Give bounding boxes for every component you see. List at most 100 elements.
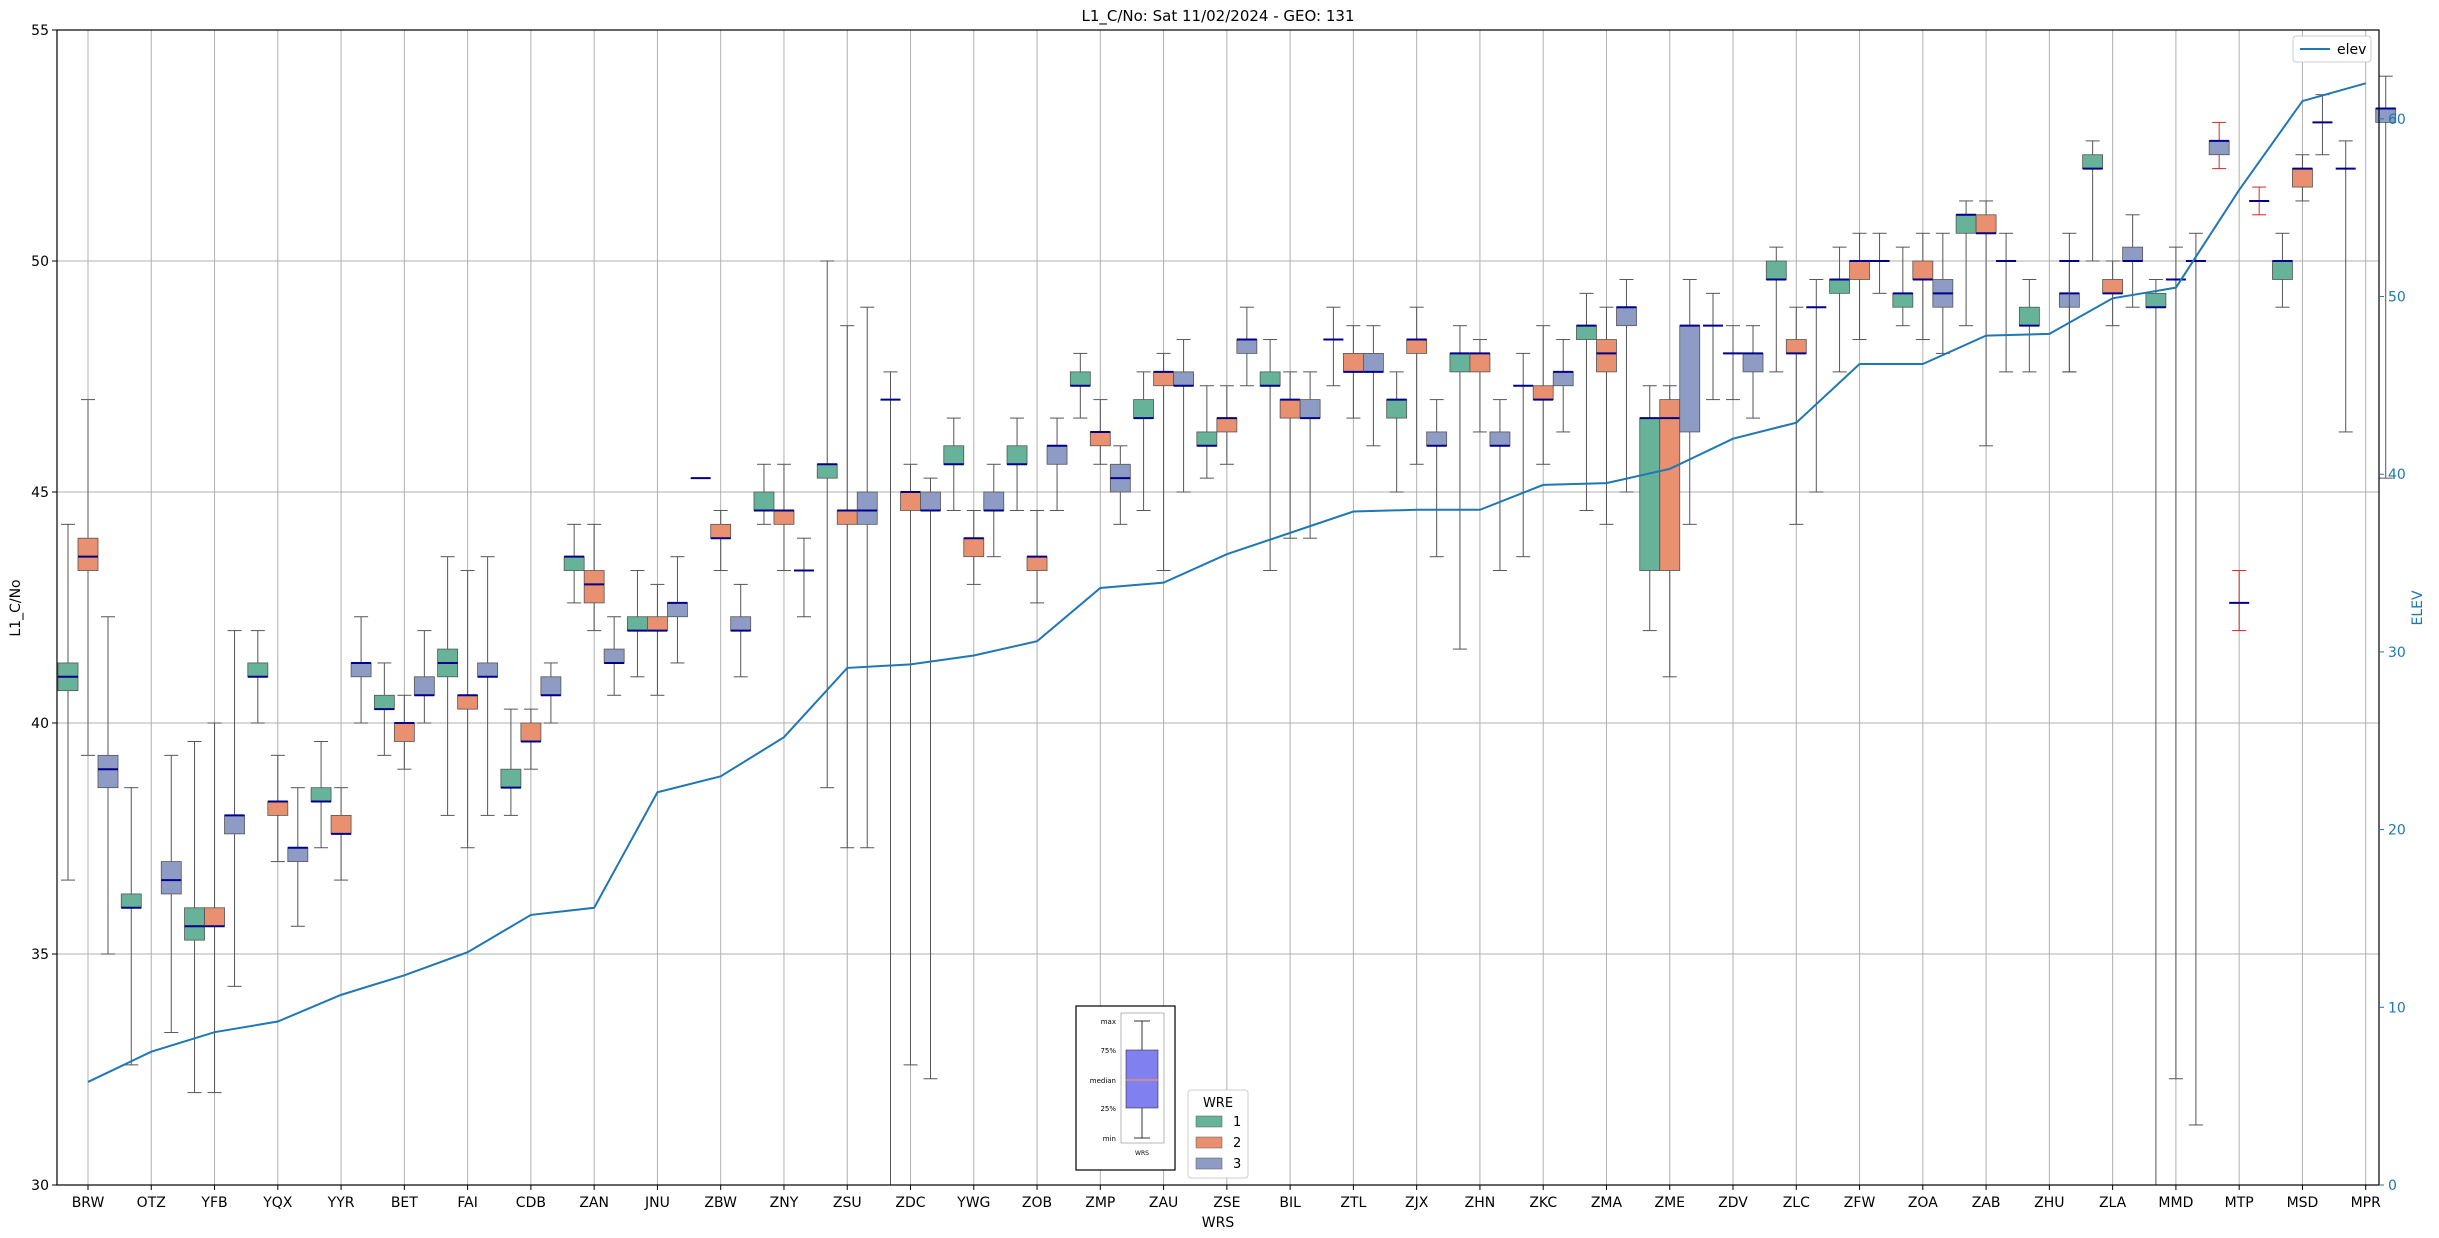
wre-legend-label-2: 2 [1233,1136,1241,1151]
box-iqr [1785,339,1807,354]
box-iqr [393,722,415,742]
y2-tick-label: 50 [2388,290,2406,306]
box-iqr [1765,260,1787,280]
box-iqr [373,694,395,710]
wre-legend-swatch-1 [1195,1115,1223,1128]
box-iqr [1236,339,1258,354]
x-tick-label: BET [391,1195,418,1211]
x-tick-label: MSD [2287,1195,2319,1211]
box-key-box [1125,1049,1159,1109]
box-iqr [856,491,878,525]
box-iqr [477,662,499,678]
box-iqr [1892,292,1914,308]
elev-line [87,82,2366,1083]
x-tick-label: ZBW [704,1195,737,1211]
box-iqr [1829,279,1850,294]
x-tick-label: ZAU [1149,1195,1178,1211]
box-iqr [267,801,289,816]
box-iqr [836,510,858,525]
box-iqr [1342,352,1364,373]
x-axis-label: WRS [1202,1215,1235,1231]
box-iqr [1532,385,1554,400]
x-tick-label: ZAN [579,1195,609,1211]
box-iqr [1955,214,1977,234]
y2-tick-label: 40 [2388,467,2406,483]
box-key-label-max: max [1101,1018,1116,1026]
x-tick-label: ZSU [833,1195,862,1211]
x-axis: BRW OTZ YFB YQX YYR BET FAI CDB ZAN JNU ZBW ZNY ZSU Z… [72,1185,2381,1211]
x-tick-label: MTP [2225,1195,2254,1211]
x-tick-label: FAI [457,1195,477,1211]
x-tick-label: YFB [200,1195,227,1211]
box-iqr [583,570,605,604]
y-tick-label: 35 [31,947,49,963]
box-key-label-75: 75% [1100,1047,1116,1055]
box-iqr [1576,325,1597,340]
box-iqr [310,787,332,802]
x-tick-label: ZMP [1085,1195,1115,1211]
plot-frame [56,29,2380,1186]
box-iqr [2018,306,2040,327]
box-iqr [563,556,585,571]
box-iqr [627,616,648,631]
box-iqr [1299,399,1321,419]
box-iqr [1489,431,1511,447]
box-iqr [224,815,245,835]
x-tick-label: ZOB [1022,1195,1052,1211]
x-tick-label: MPR [2351,1195,2382,1211]
x-tick-label: ZHU [2034,1195,2064,1211]
x-tick-label: MMD [2158,1195,2193,1211]
y2-axis-label: ELEV [2410,590,2426,625]
x-tick-label: YWG [956,1195,990,1211]
box-iqr [1426,431,1448,447]
wre-legend: WRE 1 2 3 [1187,1089,1249,1179]
y-tick-label: 55 [31,23,49,39]
box-iqr [500,768,522,789]
box-iqr [2082,154,2104,170]
box-iqr [1279,399,1301,419]
box-iqr [1639,417,1661,571]
x-tick-label: OTZ [137,1195,166,1211]
box-iqr [647,616,668,631]
y2-tick-label: 30 [2388,645,2406,661]
box-key-inset: max 75% median 25% min WRS [1075,1005,1176,1171]
box-iqr [1849,260,1870,280]
box-key-label-25: 25% [1100,1105,1116,1113]
box-iqr [900,491,921,511]
box-iqr [983,491,1005,511]
box-key-label-wrs: WRS [1135,1150,1149,1157]
box-iqr [1659,399,1681,571]
box-iqr [77,537,99,571]
box-iqr [1362,352,1384,373]
y-axis-left: 30 35 40 45 50 55 [31,23,57,1194]
box-iqr [2292,168,2313,188]
chart-title: L1_C/No: Sat 11/02/2024 - GEO: 131 [1081,7,1354,26]
wre-legend-label-1: 1 [1233,1115,1241,1130]
box-iqr [1449,352,1471,373]
box-iqr [1596,339,1617,373]
x-tick-label: ZJX [1405,1195,1429,1211]
x-tick-label: ZME [1654,1195,1685,1211]
box-iqr [816,463,838,479]
x-tick-label: ZLC [1783,1195,1810,1211]
box-iqr [1259,371,1281,387]
box-iqr [1046,445,1068,465]
x-tick-label: ZTL [1340,1195,1366,1211]
y2-tick-label: 10 [2388,1000,2406,1016]
box-iqr [204,907,225,927]
box-iqr [773,510,795,525]
box-iqr [1026,556,1048,571]
box-iqr [1469,352,1491,373]
wre-legend-frame [1187,1089,1249,1179]
wre-legend-swatch-2 [1195,1136,1223,1149]
y-tick-label: 40 [31,716,49,732]
box-iqr [1173,371,1194,387]
box-key-label-median: median [1090,1077,1116,1085]
box-iqr [413,676,435,696]
wre-legend-label-3: 3 [1233,1157,1241,1172]
box-iqr [1975,214,1997,234]
box-series [57,75,2397,1185]
box-iqr [730,616,752,631]
box-iqr [1196,431,1218,447]
